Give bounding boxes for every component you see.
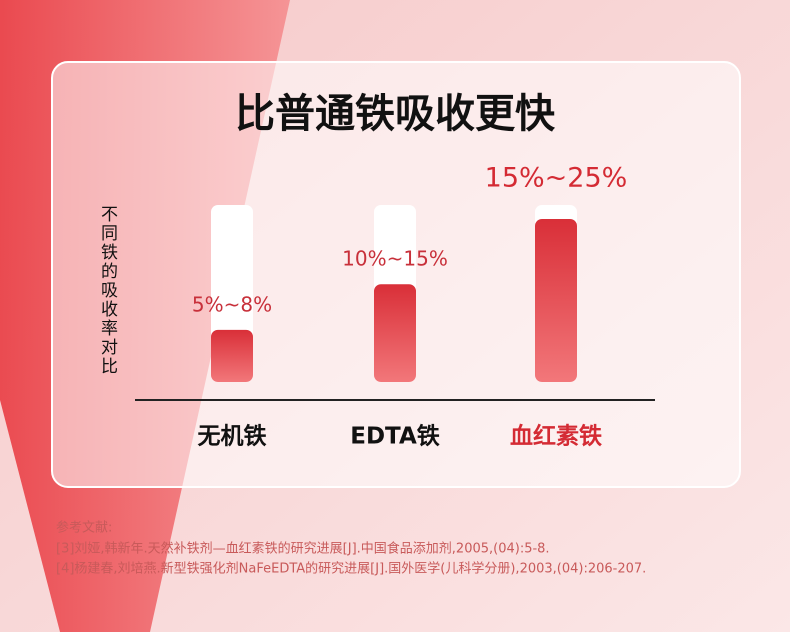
value-label: 15%~25% xyxy=(485,163,628,194)
chart-title: 比普通铁吸收更快 xyxy=(235,91,556,137)
value-label: 5%~8% xyxy=(192,292,272,316)
bar xyxy=(535,219,577,382)
bar xyxy=(374,284,416,382)
reference: [4]杨建春,刘培燕.新型铁强化剂NaFeEDTA的研究进展[J].国外医学(儿… xyxy=(56,561,646,577)
x-tick-label: 血红素铁 xyxy=(510,423,602,450)
x-tick-label: 无机铁 xyxy=(198,424,267,450)
bar xyxy=(211,329,253,382)
y-axis-label: 不同铁的吸收率对比 xyxy=(97,205,118,376)
references-heading: 参考文献: xyxy=(56,520,112,536)
reference: [3]刘娅,韩新年.天然补铁剂—血红素铁的研究进展[J].中国食品添加剂,200… xyxy=(56,541,550,557)
value-label: 10%~15% xyxy=(342,247,448,271)
x-tick-label: EDTA铁 xyxy=(350,424,440,450)
